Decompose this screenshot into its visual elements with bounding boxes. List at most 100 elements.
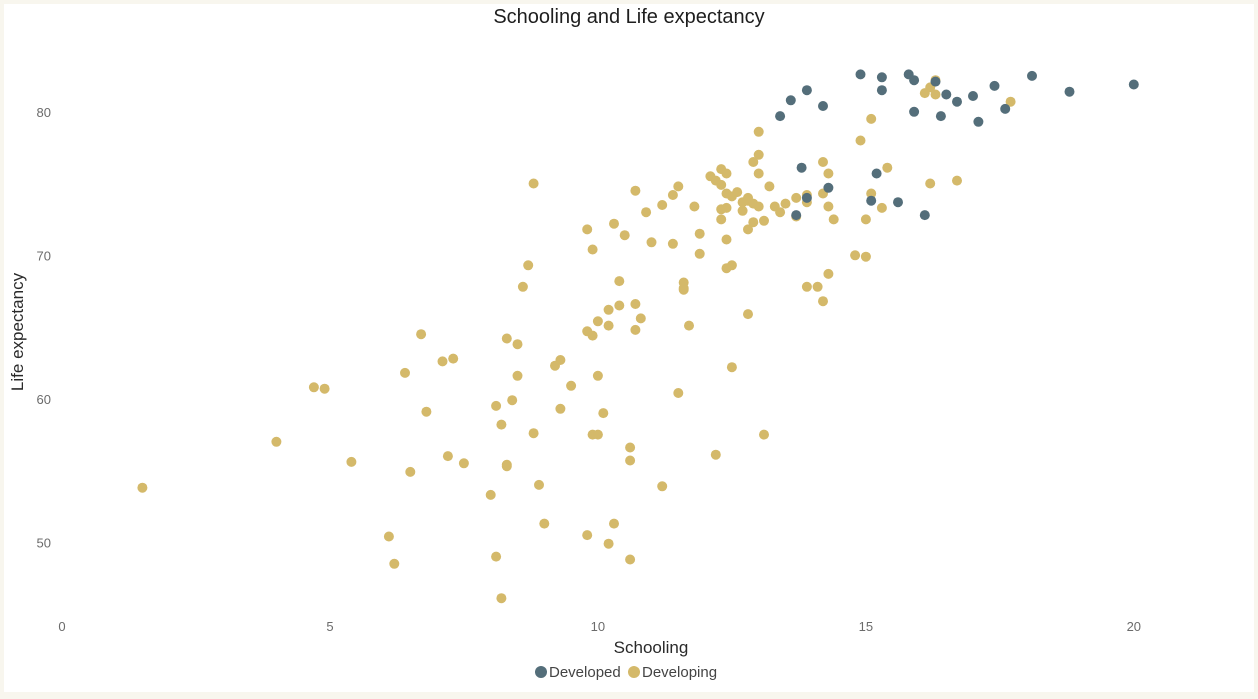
data-point[interactable] [748,157,759,167]
data-point[interactable] [764,181,775,192]
data-point[interactable] [1000,103,1011,114]
data-point[interactable] [952,175,962,186]
data-point[interactable] [635,313,646,324]
data-point[interactable] [684,320,694,331]
data-point[interactable] [592,429,603,440]
data-point[interactable] [743,309,753,320]
data-point[interactable] [753,149,764,160]
data-point[interactable] [973,116,984,127]
data-point[interactable] [1128,79,1139,90]
data-point[interactable] [689,201,700,212]
data-point[interactable] [539,518,550,529]
data-point[interactable] [416,329,427,340]
data-point[interactable] [882,162,893,173]
data-point[interactable] [780,198,791,209]
data-point[interactable] [860,251,871,262]
data-point[interactable] [791,210,802,221]
data-point[interactable] [866,195,877,206]
data-point[interactable] [721,234,732,245]
data-point[interactable] [534,479,544,490]
data-point[interactable] [496,419,507,430]
data-point[interactable] [871,168,882,179]
data-point[interactable] [485,489,496,500]
data-point[interactable] [855,69,866,80]
data-point[interactable] [941,89,952,100]
data-point[interactable] [801,85,812,96]
data-point[interactable] [930,89,941,100]
data-point[interactable] [319,383,330,394]
data-point[interactable] [678,277,689,288]
data-point[interactable] [935,111,946,122]
data-point[interactable] [753,168,764,179]
data-point[interactable] [448,353,459,364]
data-point[interactable] [405,466,416,477]
data-point[interactable] [657,200,668,210]
data-point[interactable] [726,362,737,373]
data-point[interactable] [919,210,930,221]
data-point[interactable] [823,182,834,193]
data-point[interactable] [517,281,528,292]
data-point[interactable] [528,428,539,439]
data-point[interactable] [909,75,920,86]
data-point[interactable] [491,400,502,411]
data-point[interactable] [566,380,577,391]
data-point[interactable] [1027,70,1037,81]
data-point[interactable] [876,85,887,96]
data-point[interactable] [555,355,566,365]
data-point[interactable] [271,436,282,447]
data-point[interactable] [818,157,828,167]
data-point[interactable] [876,72,887,83]
data-point[interactable] [716,214,727,225]
data-point[interactable] [587,330,598,341]
data-point[interactable] [748,217,759,228]
data-point[interactable] [1005,96,1016,107]
data-point[interactable] [592,316,603,327]
data-point[interactable] [598,408,609,419]
data-point[interactable] [737,205,748,216]
data-point[interactable] [925,178,936,189]
data-point[interactable] [866,113,877,124]
data-point[interactable] [421,406,432,417]
data-point[interactable] [555,403,566,414]
data-point[interactable] [614,276,625,287]
data-point[interactable] [501,333,512,344]
data-point[interactable] [796,162,807,173]
data-point[interactable] [582,530,593,541]
data-point[interactable] [823,268,834,279]
data-point[interactable] [609,218,619,229]
legend-item-developed[interactable]: Developed [535,664,621,681]
data-point[interactable] [619,230,630,241]
data-point[interactable] [512,370,523,381]
data-point[interactable] [630,299,641,309]
legend-item-developing[interactable]: Developing [628,664,717,681]
data-point[interactable] [512,339,523,350]
data-point[interactable] [801,281,812,292]
data-point[interactable] [855,135,866,146]
data-point[interactable] [523,260,534,271]
data-point[interactable] [587,244,598,255]
data-point[interactable] [383,531,394,542]
data-point[interactable] [876,202,887,213]
data-point[interactable] [609,518,619,529]
data-point[interactable] [603,304,614,315]
data-point[interactable] [501,461,512,472]
data-point[interactable] [507,395,518,406]
data-point[interactable] [726,260,737,271]
data-point[interactable] [753,201,764,212]
data-point[interactable] [667,190,678,200]
data-point[interactable] [308,382,319,393]
data-point[interactable] [823,201,834,212]
data-point[interactable] [759,429,769,440]
data-point[interactable] [791,192,802,203]
data-point[interactable] [582,224,593,235]
data-point[interactable] [346,456,357,467]
data-point[interactable] [673,388,684,398]
data-point[interactable] [694,228,705,239]
data-point[interactable] [625,442,636,453]
data-point[interactable] [491,551,502,562]
data-point[interactable] [437,356,448,367]
data-point[interactable] [759,215,769,226]
data-point[interactable] [732,187,743,198]
data-point[interactable] [812,281,823,292]
legend[interactable]: Developed Developing [535,664,717,681]
